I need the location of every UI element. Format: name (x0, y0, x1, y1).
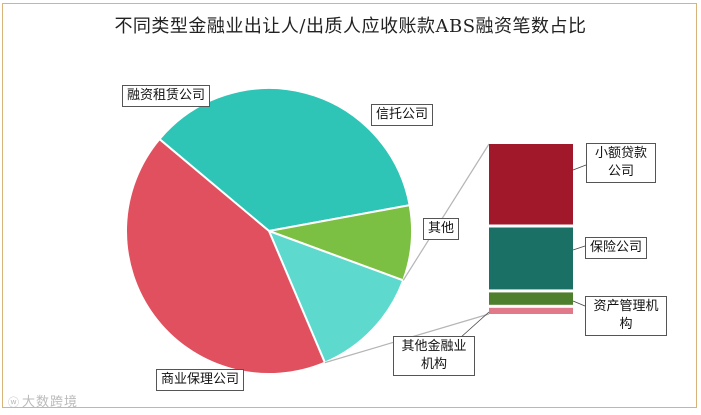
watermark: ⓦ 大数跨境 (8, 391, 78, 410)
bar-segment-asset-management (489, 292, 573, 305)
bar-label-other-financial: 其他金融业机构 (393, 336, 475, 376)
slice-label-factoring: 商业保理公司 (156, 369, 245, 391)
pie-slice-finance-leasing (158, 87, 411, 233)
leader-insurance (572, 245, 586, 251)
slice-label-other: 其他 (423, 218, 460, 240)
bar-segment-microloan (489, 144, 573, 225)
slice-label-trust: 信托公司 (371, 104, 434, 126)
weibo-icon: ⓦ (8, 396, 20, 409)
bar-label-microloan: 小额贷款公司 (586, 143, 656, 183)
pie-slice-factoring (125, 137, 327, 375)
pie-slice-other (267, 229, 405, 364)
leader-microloan (572, 164, 587, 171)
bar-label-insurance: 保险公司 (585, 237, 648, 259)
connector-top (402, 143, 490, 281)
leader-asset-management (572, 300, 586, 307)
leader-other-financial (459, 311, 490, 339)
chart-title: 不同类型金融业出让人/出质人应收账款ABS融资笔数占比 (114, 16, 587, 37)
bar-segment-insurance (489, 227, 573, 290)
bar-label-asset-management: 资产管理机构 (585, 296, 667, 336)
watermark-text: 大数跨境 (22, 395, 79, 410)
slice-label-finance-leasing: 融资租赁公司 (122, 85, 211, 107)
bar-segment-other-financial (489, 307, 573, 314)
